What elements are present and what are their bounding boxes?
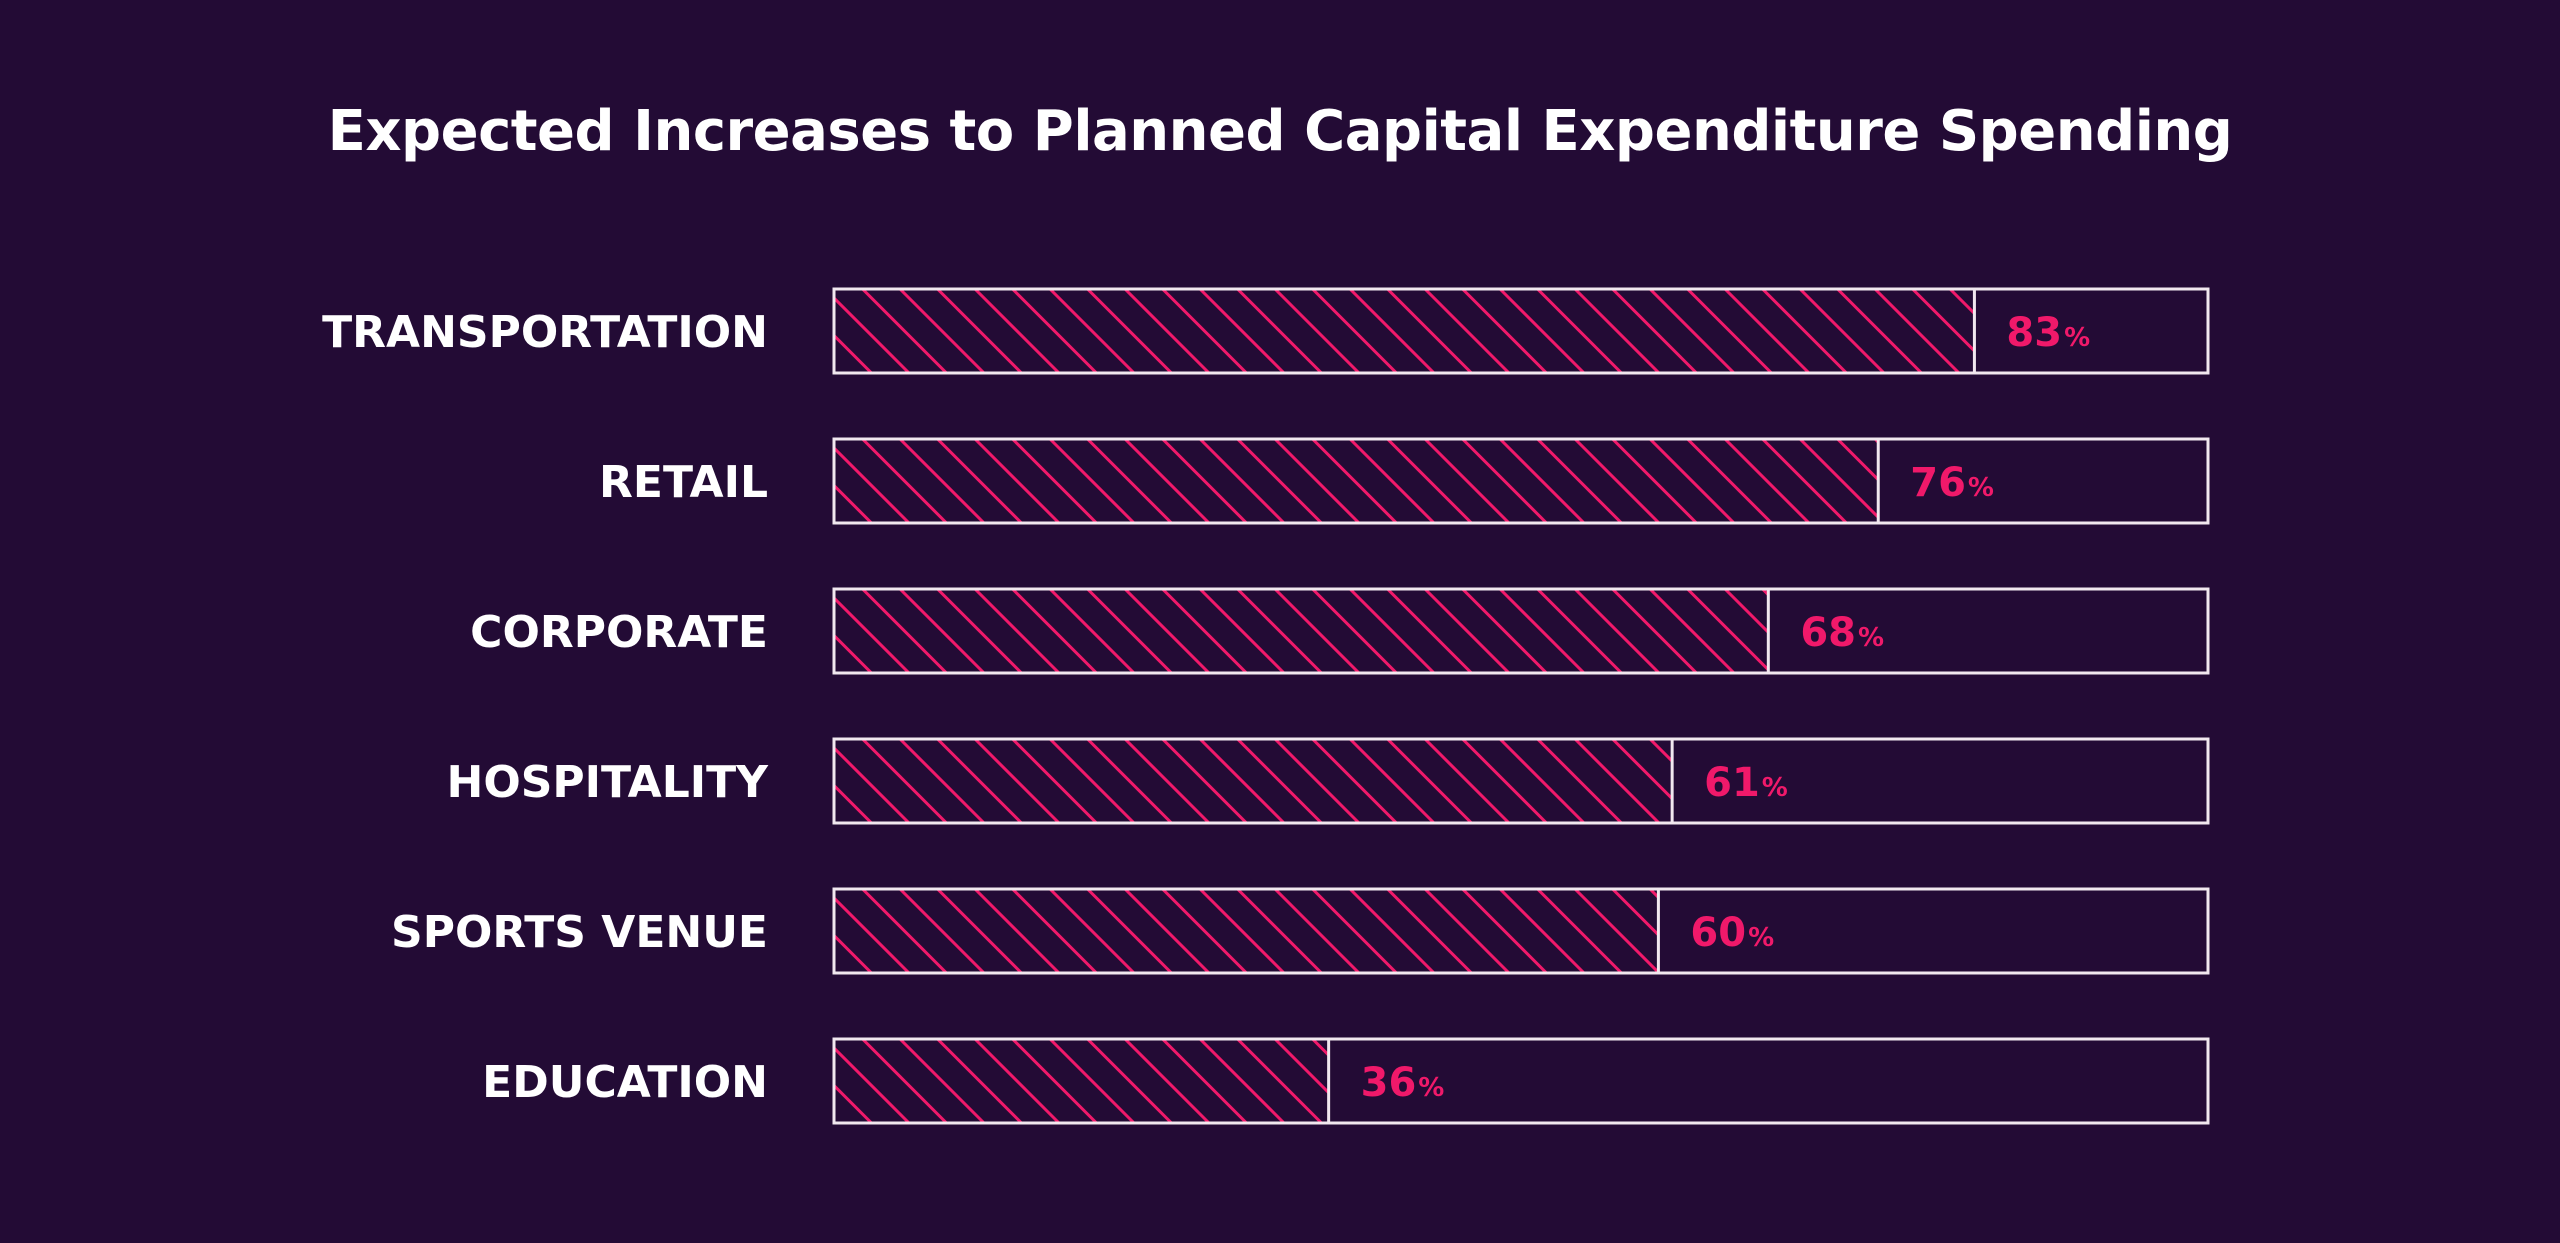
- data-label: 60%: [1690, 910, 1774, 956]
- bar-fill: [834, 889, 1659, 973]
- bar-outline: [832, 1037, 2210, 1125]
- bar-row: SPORTS VENUE 60%: [391, 887, 2210, 975]
- category-label: TRANSPORTATION: [322, 307, 768, 358]
- bar-row: HOSPITALITY 61%: [447, 737, 2210, 825]
- bar-row: RETAIL 76%: [599, 437, 2210, 525]
- data-label: 76%: [1910, 460, 1994, 506]
- category-label: EDUCATION: [482, 1057, 768, 1108]
- bar-outline: [832, 887, 2210, 975]
- data-label: 83%: [2006, 310, 2090, 356]
- data-label: 36%: [1361, 1060, 1445, 1106]
- category-label: CORPORATE: [470, 607, 768, 658]
- bar-row: TRANSPORTATION 83%: [322, 287, 2210, 375]
- category-label: RETAIL: [599, 457, 768, 508]
- category-label: HOSPITALITY: [447, 757, 770, 808]
- bar-fill: [834, 289, 1975, 373]
- bar-row: EDUCATION 36%: [482, 1037, 2210, 1125]
- bar-row: CORPORATE 68%: [470, 587, 2210, 675]
- bar-outline: [832, 587, 2210, 675]
- category-label: SPORTS VENUE: [391, 907, 768, 958]
- bar-outline: [832, 437, 2210, 525]
- bar-outline: [832, 287, 2210, 375]
- bar-fill: [834, 439, 1879, 523]
- chart-title: Expected Increases to Planned Capital Ex…: [327, 99, 2233, 164]
- data-label: 61%: [1704, 760, 1788, 806]
- bar-fill: [834, 589, 1769, 673]
- bar-outline: [832, 737, 2210, 825]
- bar-fill: [834, 739, 1673, 823]
- bar-fill: [834, 1039, 1329, 1123]
- data-label: 68%: [1800, 610, 1884, 656]
